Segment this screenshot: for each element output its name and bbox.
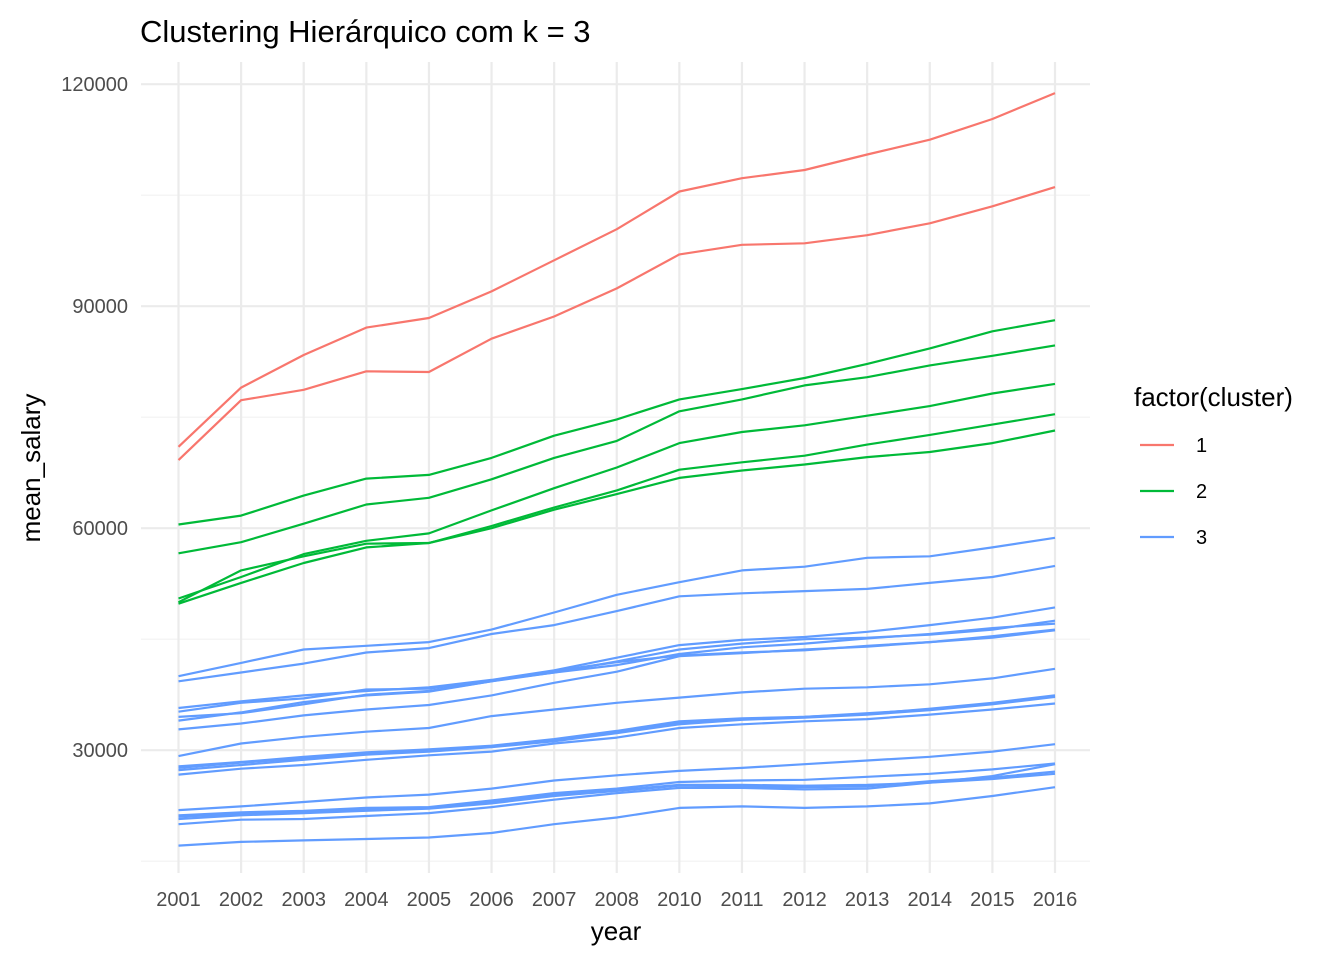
x-tick-label: 2001 [156, 889, 201, 911]
series-line-cluster-3 [178, 606, 1056, 710]
series-line-cluster-3 [178, 702, 1056, 776]
y-tick-labels: 30000 60000 90000 120000 [61, 74, 128, 762]
series-line-cluster-3 [178, 667, 1056, 758]
series-line-cluster-3 [178, 629, 1056, 731]
legend-label-3: 3 [1196, 527, 1207, 549]
legend-label-2: 2 [1196, 481, 1207, 503]
y-tick-label: 120000 [61, 74, 128, 96]
series-line-cluster-3 [178, 772, 1056, 826]
series-line-cluster-3 [178, 743, 1056, 812]
x-tick-label: 2003 [281, 889, 326, 911]
series-line-cluster-3 [178, 770, 1056, 821]
legend-label-1: 1 [1196, 435, 1207, 457]
chart-title: Clustering Hierárquico com k = 3 [140, 14, 591, 49]
x-tick-label: 2010 [657, 889, 702, 911]
series-line-cluster-1 [177, 186, 1056, 461]
series-line-cluster-3 [178, 564, 1056, 683]
series-line-cluster-2 [178, 344, 1056, 555]
x-tick-label: 2008 [595, 889, 640, 911]
series-layer [177, 92, 1056, 847]
y-axis-title: mean_salary [16, 394, 46, 543]
series-line-cluster-2 [178, 429, 1056, 605]
x-tick-labels: 2001 2002 2003 2004 2005 2006 2007 2008 2010 2011… [156, 889, 1077, 911]
series-line-cluster-2 [178, 413, 1056, 604]
x-tick-label: 2002 [219, 889, 264, 911]
x-tick-label: 2014 [908, 889, 953, 911]
x-tick-label: 2005 [407, 889, 452, 911]
x-tick-label: 2011 [720, 889, 763, 911]
series-line-cluster-2 [178, 382, 1056, 600]
series-line-cluster-2 [178, 319, 1056, 526]
series-line-cluster-3 [178, 695, 1056, 772]
y-tick-label: 30000 [72, 740, 128, 762]
series-line-cluster-3 [178, 762, 1056, 817]
series-line-cluster-1 [177, 92, 1056, 448]
y-tick-label: 90000 [72, 296, 128, 318]
x-tick-label: 2013 [845, 889, 890, 911]
x-axis-title: year [591, 916, 642, 946]
x-tick-label: 2012 [782, 889, 827, 911]
grid [141, 62, 1090, 873]
series-line-cluster-3 [178, 536, 1056, 678]
legend: factor(cluster) 1 2 3 [1134, 382, 1293, 549]
x-tick-label: 2004 [344, 889, 389, 911]
x-tick-label: 2007 [532, 889, 577, 911]
series-line-cluster-3 [178, 622, 1056, 718]
x-tick-label: 2006 [469, 889, 514, 911]
series-line-cluster-3 [178, 786, 1056, 847]
x-tick-label: 2015 [970, 889, 1015, 911]
y-tick-label: 60000 [72, 518, 128, 540]
x-tick-label: 2016 [1033, 889, 1078, 911]
legend-title: factor(cluster) [1134, 382, 1293, 412]
